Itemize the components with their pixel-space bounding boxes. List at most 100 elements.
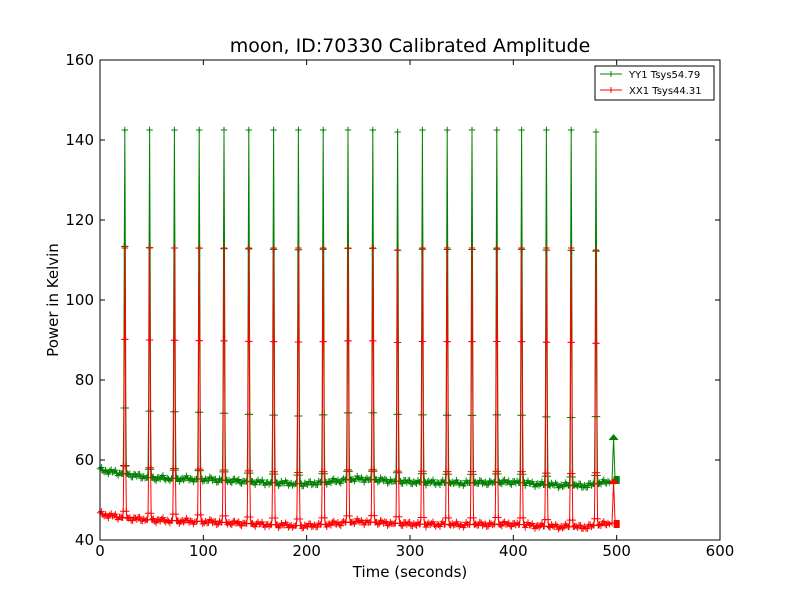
data-point-marker — [177, 518, 185, 525]
data-point-marker — [187, 517, 194, 524]
data-point-marker — [199, 520, 207, 528]
data-point-marker — [596, 521, 603, 528]
data-point-marker — [222, 512, 229, 520]
data-point-marker — [493, 126, 500, 134]
data-point-marker — [121, 126, 128, 134]
series-layer — [96, 126, 620, 533]
data-point-marker — [544, 516, 552, 523]
data-point-marker — [276, 480, 284, 488]
data-point-marker — [445, 468, 452, 475]
data-point-marker — [129, 474, 136, 481]
data-point-marker — [207, 517, 215, 524]
y-tick-label: 40 — [75, 531, 94, 549]
data-point-marker — [209, 477, 216, 484]
data-point-marker — [320, 126, 327, 134]
legend: YY1 Tsys54.79 XX1 Tsys44.31 — [594, 65, 715, 101]
data-point-marker — [543, 126, 550, 134]
data-point-marker — [522, 524, 529, 531]
spike-marker — [608, 478, 619, 484]
data-point-marker — [330, 475, 337, 482]
spike-marker — [608, 434, 619, 440]
data-point-marker — [309, 523, 317, 530]
data-point-marker — [374, 478, 382, 486]
data-point-marker — [98, 508, 105, 515]
data-point-marker — [152, 477, 160, 485]
data-point-marker — [518, 126, 525, 134]
data-point-marker — [355, 517, 362, 525]
data-point-marker — [344, 244, 352, 252]
data-point-marker — [163, 516, 171, 524]
data-point-marker — [147, 510, 155, 517]
data-point-marker — [355, 475, 362, 482]
data-point-marker — [227, 520, 234, 528]
series-2 — [96, 244, 620, 533]
data-point-marker — [592, 128, 600, 136]
data-point-marker — [468, 244, 476, 252]
data-point-marker — [518, 338, 526, 345]
data-point-marker — [245, 244, 252, 252]
data-point-marker — [569, 470, 576, 477]
data-point-marker — [562, 479, 569, 486]
data-point-marker — [270, 244, 277, 252]
data-point-marker — [505, 477, 512, 484]
data-point-marker — [106, 467, 113, 475]
data-point-marker — [422, 523, 430, 531]
data-point-marker — [276, 522, 284, 530]
data-point-marker — [122, 462, 130, 470]
data-point-marker — [214, 520, 222, 528]
data-point-marker — [444, 126, 451, 134]
data-point-marker — [159, 472, 167, 479]
ticks-layer: 0 100 200 300 400 500 600 40 60 80 100 120 140 160 — [65, 51, 734, 560]
data-point-marker — [249, 520, 256, 527]
data-point-marker — [555, 526, 562, 533]
data-point-marker — [307, 520, 314, 527]
data-point-marker — [99, 467, 106, 474]
x-tick-label: 600 — [706, 542, 735, 560]
data-point-marker — [171, 337, 179, 344]
data-point-marker — [429, 476, 437, 484]
data-point-marker — [593, 469, 601, 476]
data-point-marker — [154, 474, 161, 482]
data-point-marker — [235, 518, 242, 525]
data-point-marker — [504, 478, 511, 486]
data-point-marker — [494, 468, 502, 475]
data-point-marker — [419, 126, 426, 134]
data-point-marker — [568, 244, 575, 252]
data-point-marker — [121, 244, 128, 252]
data-point-marker — [197, 465, 204, 473]
data-point-marker — [419, 338, 427, 345]
data-point-marker — [344, 126, 352, 134]
data-point-marker — [508, 481, 515, 488]
data-point-marker — [562, 520, 569, 528]
data-point-marker — [468, 126, 476, 134]
data-point-marker — [508, 523, 515, 530]
data-point-marker — [381, 518, 388, 525]
data-point-marker — [469, 468, 477, 475]
data-point-marker — [577, 521, 584, 529]
data-point-marker — [283, 479, 291, 486]
data-point-marker — [235, 476, 242, 483]
data-point-marker — [245, 126, 252, 134]
x-tick-label: 500 — [602, 542, 631, 560]
data-point-marker — [429, 518, 437, 525]
data-point-marker — [371, 512, 378, 519]
data-point-marker — [252, 523, 259, 530]
data-point-marker — [197, 511, 204, 519]
data-point-marker — [461, 480, 468, 487]
plot-area — [100, 60, 720, 540]
data-point-marker — [147, 464, 154, 471]
legend-entries: YY1 Tsys54.79 XX1 Tsys44.31 — [600, 70, 702, 97]
y-tick-label: 80 — [75, 371, 94, 389]
data-point-marker — [395, 513, 403, 520]
data-point-marker — [221, 245, 228, 252]
legend-entry: XX1 Tsys44.31 — [600, 86, 702, 97]
data-point-marker — [252, 481, 259, 488]
data-point-marker — [321, 468, 328, 475]
data-point-marker — [99, 511, 106, 518]
data-point-marker — [295, 244, 302, 252]
data-point-marker — [436, 523, 444, 530]
data-point-marker — [180, 476, 187, 484]
data-point-marker — [337, 522, 344, 529]
data-point-marker — [573, 481, 580, 489]
